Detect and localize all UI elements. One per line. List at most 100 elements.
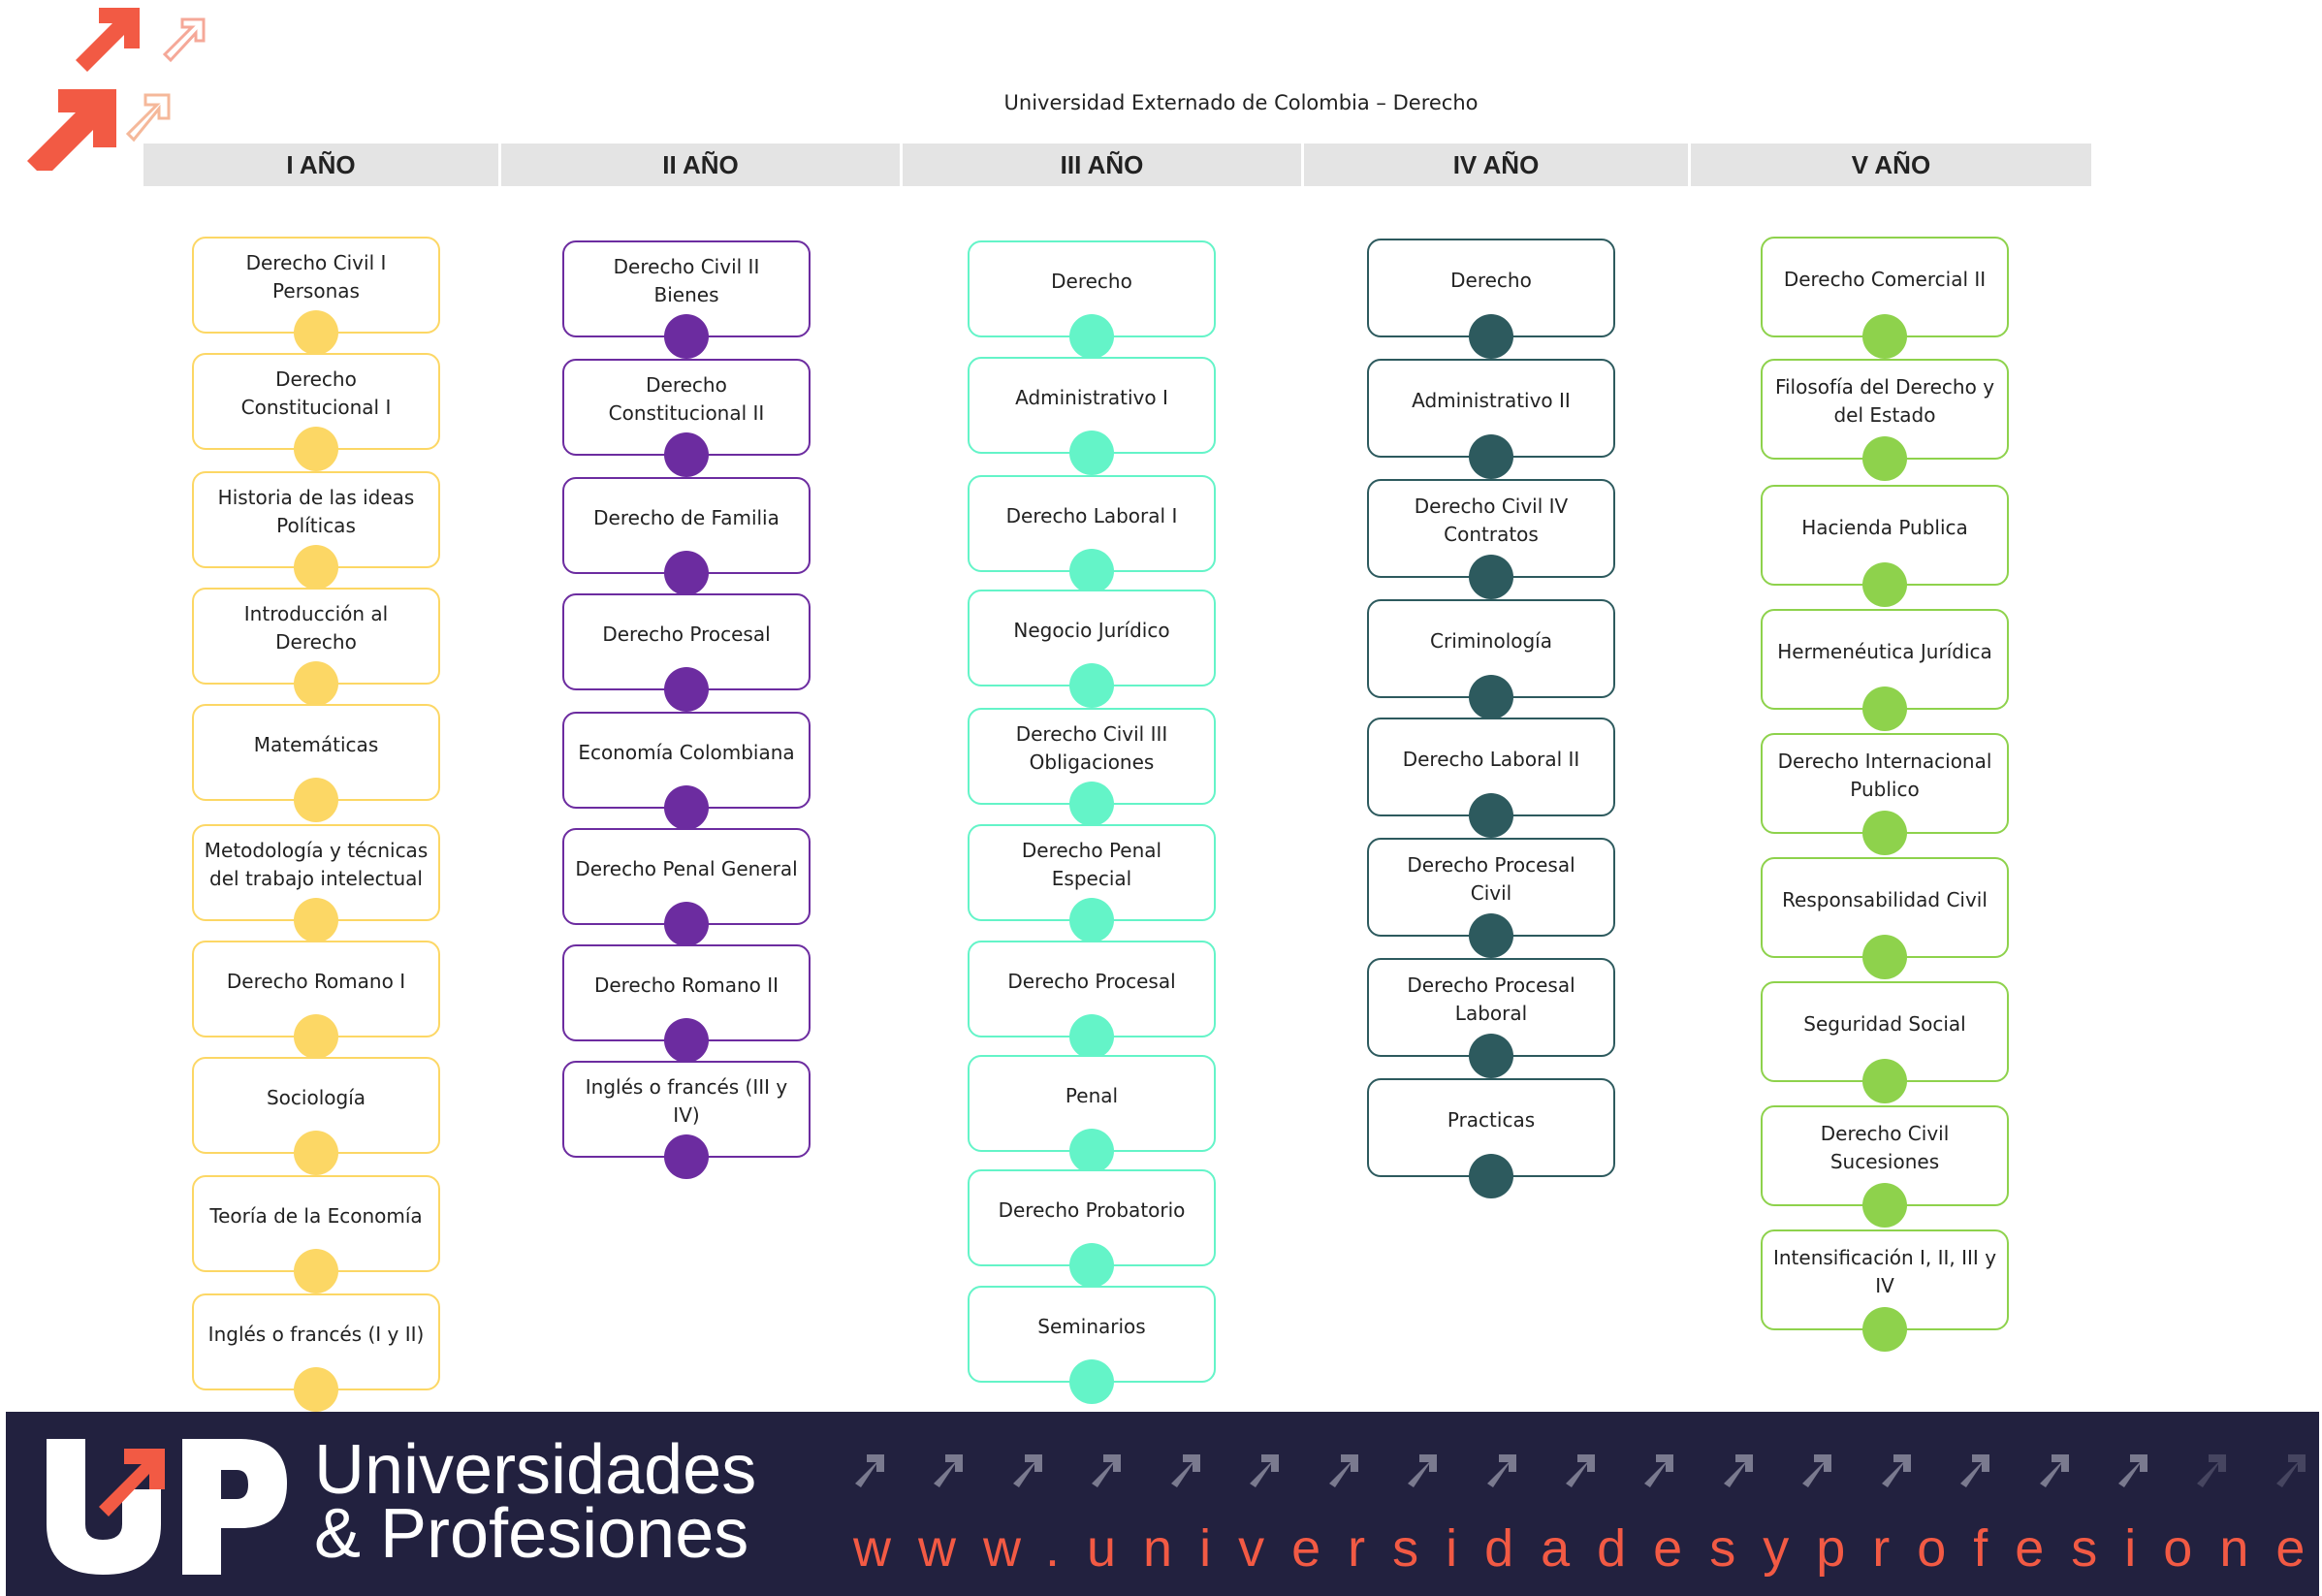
year-header-bar: I AÑO II AÑO III AÑO IV AÑO V AÑO: [143, 144, 2094, 186]
course-box-year5: Derecho Comercial II: [1761, 237, 2009, 359]
course-dot-marker: [1469, 434, 1513, 479]
course-box-year4: Derecho Civil IV Contratos: [1367, 479, 1615, 599]
course-dot-marker: [1862, 811, 1907, 855]
course-dot-marker: [294, 661, 338, 706]
course-box-year2: Derecho Penal General: [562, 828, 811, 946]
arrow-icon: [1638, 1447, 1681, 1489]
course-label: Derecho Penal General: [575, 856, 798, 880]
course-label: Sociología: [266, 1085, 366, 1109]
arrow-icon: [2034, 1447, 2077, 1489]
course-dot-marker: [1862, 562, 1907, 607]
arrow-icon: [1955, 1447, 1997, 1489]
course-label: Derecho de Familia: [593, 505, 779, 529]
course-label: Administrativo I: [1015, 385, 1168, 409]
course-dot-marker: [1469, 1034, 1513, 1078]
course-box-year1: Matemáticas: [192, 704, 440, 822]
course-label: Economía Colombiana: [578, 740, 795, 764]
course-dot-marker: [294, 310, 338, 355]
course-box-year3: Derecho Laboral I: [968, 475, 1216, 593]
arrow-icon: [1086, 1447, 1129, 1489]
course-dot-marker: [1862, 314, 1907, 359]
footer-banner: Universidades & Profesiones www.universi…: [6, 1412, 2319, 1596]
course-label: Seminarios: [1037, 1314, 1146, 1338]
course-label: Inglés o francés (III y IV): [585, 1075, 788, 1127]
year-header-2: II AÑO: [501, 144, 900, 186]
course-box-year3: Derecho: [968, 240, 1216, 359]
course-label: Derecho Romano I: [226, 969, 406, 993]
course-box-year2: Derecho de Familia: [562, 477, 811, 595]
course-dot-marker: [1069, 431, 1114, 475]
course-label: Derecho Civil II Bienes: [613, 255, 760, 306]
course-box-year5: Derecho Internacional Publico: [1761, 733, 2009, 855]
course-dot-marker: [1862, 1183, 1907, 1228]
page-title: Universidad Externado de Colombia – Dere…: [1003, 91, 1479, 114]
course-dot-marker: [1469, 675, 1513, 719]
course-label: Derecho Procesal: [1007, 969, 1176, 993]
course-box-year3: Derecho Penal Especial: [968, 824, 1216, 942]
course-dot-marker: [1469, 555, 1513, 599]
course-label: Derecho Civil I Personas: [245, 251, 387, 303]
course-label: Derecho Procesal: [602, 622, 771, 646]
course-label: Seguridad Social: [1803, 1011, 1966, 1036]
course-label: Derecho Comercial II: [1783, 267, 1987, 291]
arrow-icon: [1007, 1447, 1050, 1489]
arrow-icon: [1402, 1447, 1445, 1489]
course-box-year2: Economía Colombiana: [562, 712, 811, 830]
course-dot-marker: [1069, 782, 1114, 826]
course-box-year5: Responsabilidad Civil: [1761, 857, 2009, 979]
course-dot-marker: [1069, 1014, 1114, 1059]
course-dot-marker: [1069, 1359, 1114, 1404]
course-label: Inglés o francés (I y II): [207, 1322, 425, 1346]
course-label: Derecho Constitucional II: [608, 373, 765, 425]
arrow-icon: [1244, 1447, 1287, 1489]
course-label: Derecho Procesal Civil: [1407, 853, 1575, 905]
course-dot-marker: [664, 902, 709, 946]
up-logo: [47, 1439, 287, 1575]
course-dot-marker: [1862, 436, 1907, 481]
course-box-year4: Derecho Laboral II: [1367, 718, 1615, 838]
course-label: Derecho Romano II: [593, 973, 779, 997]
course-box-year1: Derecho Civil I Personas: [192, 237, 440, 355]
course-label: Teoría de la Economía: [209, 1203, 423, 1228]
course-label: Hacienda Publica: [1801, 515, 1968, 539]
arrow-icon: [1323, 1447, 1366, 1489]
course-box-year1: Inglés o francés (I y II): [192, 1293, 440, 1412]
arrow-icon: [2191, 1447, 2234, 1489]
course-label: Criminología: [1430, 628, 1552, 653]
website-link[interactable]: www.universidadesyprofesiones.com: [853, 1519, 2319, 1578]
course-label: Filosofía del Derecho y del Estado: [1774, 375, 1995, 427]
course-dot-marker: [1862, 1307, 1907, 1352]
course-dot-marker: [1862, 686, 1907, 731]
year-header-3: III AÑO: [903, 144, 1301, 186]
arrow-icon: [1718, 1447, 1761, 1489]
course-box-year4: Criminología: [1367, 599, 1615, 719]
course-dot-marker: [1469, 793, 1513, 838]
course-dot-marker: [1069, 549, 1114, 593]
course-label: Responsabilidad Civil: [1782, 887, 1988, 911]
course-box-year3: Derecho Probatorio: [968, 1169, 1216, 1288]
course-label: Intensificación I, II, III y IV: [1772, 1246, 1997, 1297]
course-box-year1: Derecho Constitucional I: [192, 353, 440, 471]
course-box-year4: Administrativo II: [1367, 359, 1615, 479]
course-dot-marker: [664, 785, 709, 830]
arrow-icon: [1876, 1447, 1919, 1489]
year-header-4: IV AÑO: [1304, 144, 1688, 186]
course-dot-marker: [1069, 1243, 1114, 1288]
course-label: Introducción al Derecho: [243, 602, 389, 654]
course-label: Derecho: [1450, 268, 1532, 292]
course-dot-marker: [1862, 1059, 1907, 1103]
course-label: Derecho Civil IV Contratos: [1414, 495, 1569, 546]
arrow-icon: [849, 1447, 892, 1489]
course-box-year4: Derecho Procesal Laboral: [1367, 958, 1615, 1078]
course-dot-marker: [664, 432, 709, 477]
course-box-year2: Inglés o francés (III y IV): [562, 1061, 811, 1179]
year-header-5: V AÑO: [1691, 144, 2091, 186]
course-box-year1: Sociología: [192, 1057, 440, 1175]
arrow-icon: [1481, 1447, 1524, 1489]
course-dot-marker: [1069, 314, 1114, 359]
course-box-year1: Metodología y técnicas del trabajo intel…: [192, 824, 440, 942]
course-box-year1: Historia de las ideas Políticas: [192, 471, 440, 590]
course-label: Practicas: [1447, 1107, 1536, 1132]
course-dot-marker: [664, 314, 709, 359]
course-dot-marker: [1469, 314, 1513, 359]
